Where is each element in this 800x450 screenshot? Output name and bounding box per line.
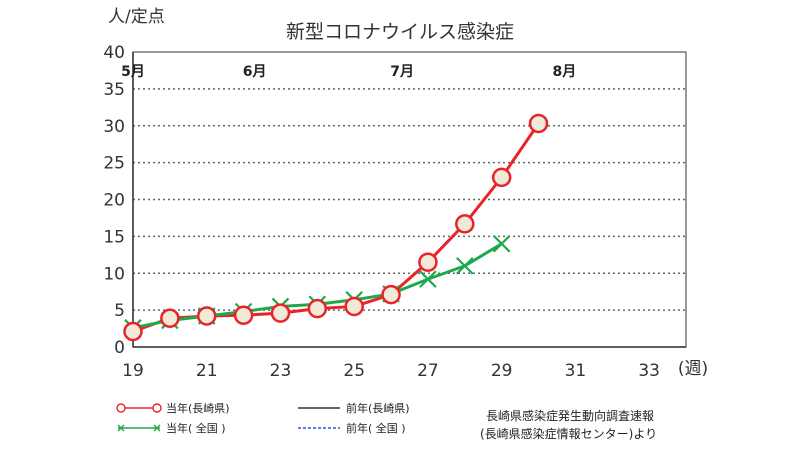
month-label: 8月 [552, 64, 576, 80]
x-tick-label: 33 [638, 361, 660, 381]
data-point [492, 234, 511, 253]
series-markers [123, 113, 549, 342]
y-axis-label: 人/定点 [108, 7, 165, 27]
y-tick-label: 0 [114, 338, 125, 358]
legend-entry: 当年(長崎県) [116, 401, 230, 415]
legend-marker [116, 403, 126, 413]
y-tick-label: 25 [103, 154, 125, 174]
data-point [455, 214, 475, 234]
data-point [270, 303, 291, 323]
y-tick-label: 10 [103, 264, 125, 284]
month-label: 7月 [390, 64, 414, 80]
legend-label: 当年(長崎県) [166, 401, 230, 415]
data-point [528, 113, 549, 134]
legend-entry: 当年( 全国 ) [117, 421, 226, 435]
source-line-1: 長崎県感染症発生動向調査速報 [486, 408, 654, 423]
x-tick-labels: 19 21 23 25 27 29 31 33 [122, 361, 660, 381]
data-point [196, 306, 217, 326]
month-label: 5月 [121, 64, 145, 80]
data-point [344, 296, 364, 317]
x-marker-stroke [456, 257, 474, 275]
y-tick-label: 35 [103, 80, 125, 100]
legend-label: 前年( 全国 ) [346, 421, 406, 435]
x-axis-label: (週) [678, 359, 708, 379]
axes [132, 52, 686, 348]
legend-marker [152, 403, 162, 413]
x-tick-label: 31 [565, 361, 587, 381]
month-label: 6月 [243, 64, 267, 80]
legend-marker [153, 424, 161, 432]
chart-title: 新型コロナウイルス感染症 [286, 21, 514, 43]
x-tick-label: 25 [343, 361, 365, 381]
legend-marker [117, 424, 125, 432]
data-point [123, 321, 143, 342]
y-tick-label: 5 [114, 301, 125, 321]
legend: 当年(長崎県) 前年(長崎県) 当年( 全国 ) 前年( 全国 ) [116, 401, 410, 435]
y-tick-label: 30 [103, 117, 125, 137]
x-marker-stroke [492, 234, 511, 253]
x-marker-stroke [419, 270, 437, 288]
data-point [307, 298, 328, 319]
x-tick-label: 19 [122, 361, 144, 381]
data-point [491, 167, 512, 188]
y-tick-label: 20 [103, 191, 125, 211]
data-point [418, 252, 438, 272]
y-tick-label: 40 [103, 43, 125, 63]
y-tick-labels: 0 5 10 15 20 25 30 35 40 [103, 43, 125, 358]
x-tick-label: 27 [417, 361, 439, 381]
legend-label: 前年(長崎県) [346, 401, 410, 415]
legend-entry: 前年(長崎県) [298, 401, 410, 415]
month-labels: 5月 6月 7月 8月 [121, 64, 576, 80]
data-point [456, 257, 474, 275]
data-point [160, 308, 180, 328]
x-tick-label: 29 [491, 361, 513, 381]
data-point [381, 284, 401, 305]
data-point [419, 270, 437, 288]
x-tick-label: 23 [270, 361, 292, 381]
data-point [233, 305, 254, 326]
legend-label: 当年( 全国 ) [166, 421, 226, 435]
source-line-2: (長崎県感染症情報センター)より [480, 426, 657, 441]
gridlines [133, 88, 686, 311]
legend-entry: 前年( 全国 ) [298, 421, 406, 435]
x-tick-label: 21 [196, 361, 218, 381]
y-tick-label: 15 [103, 227, 125, 247]
